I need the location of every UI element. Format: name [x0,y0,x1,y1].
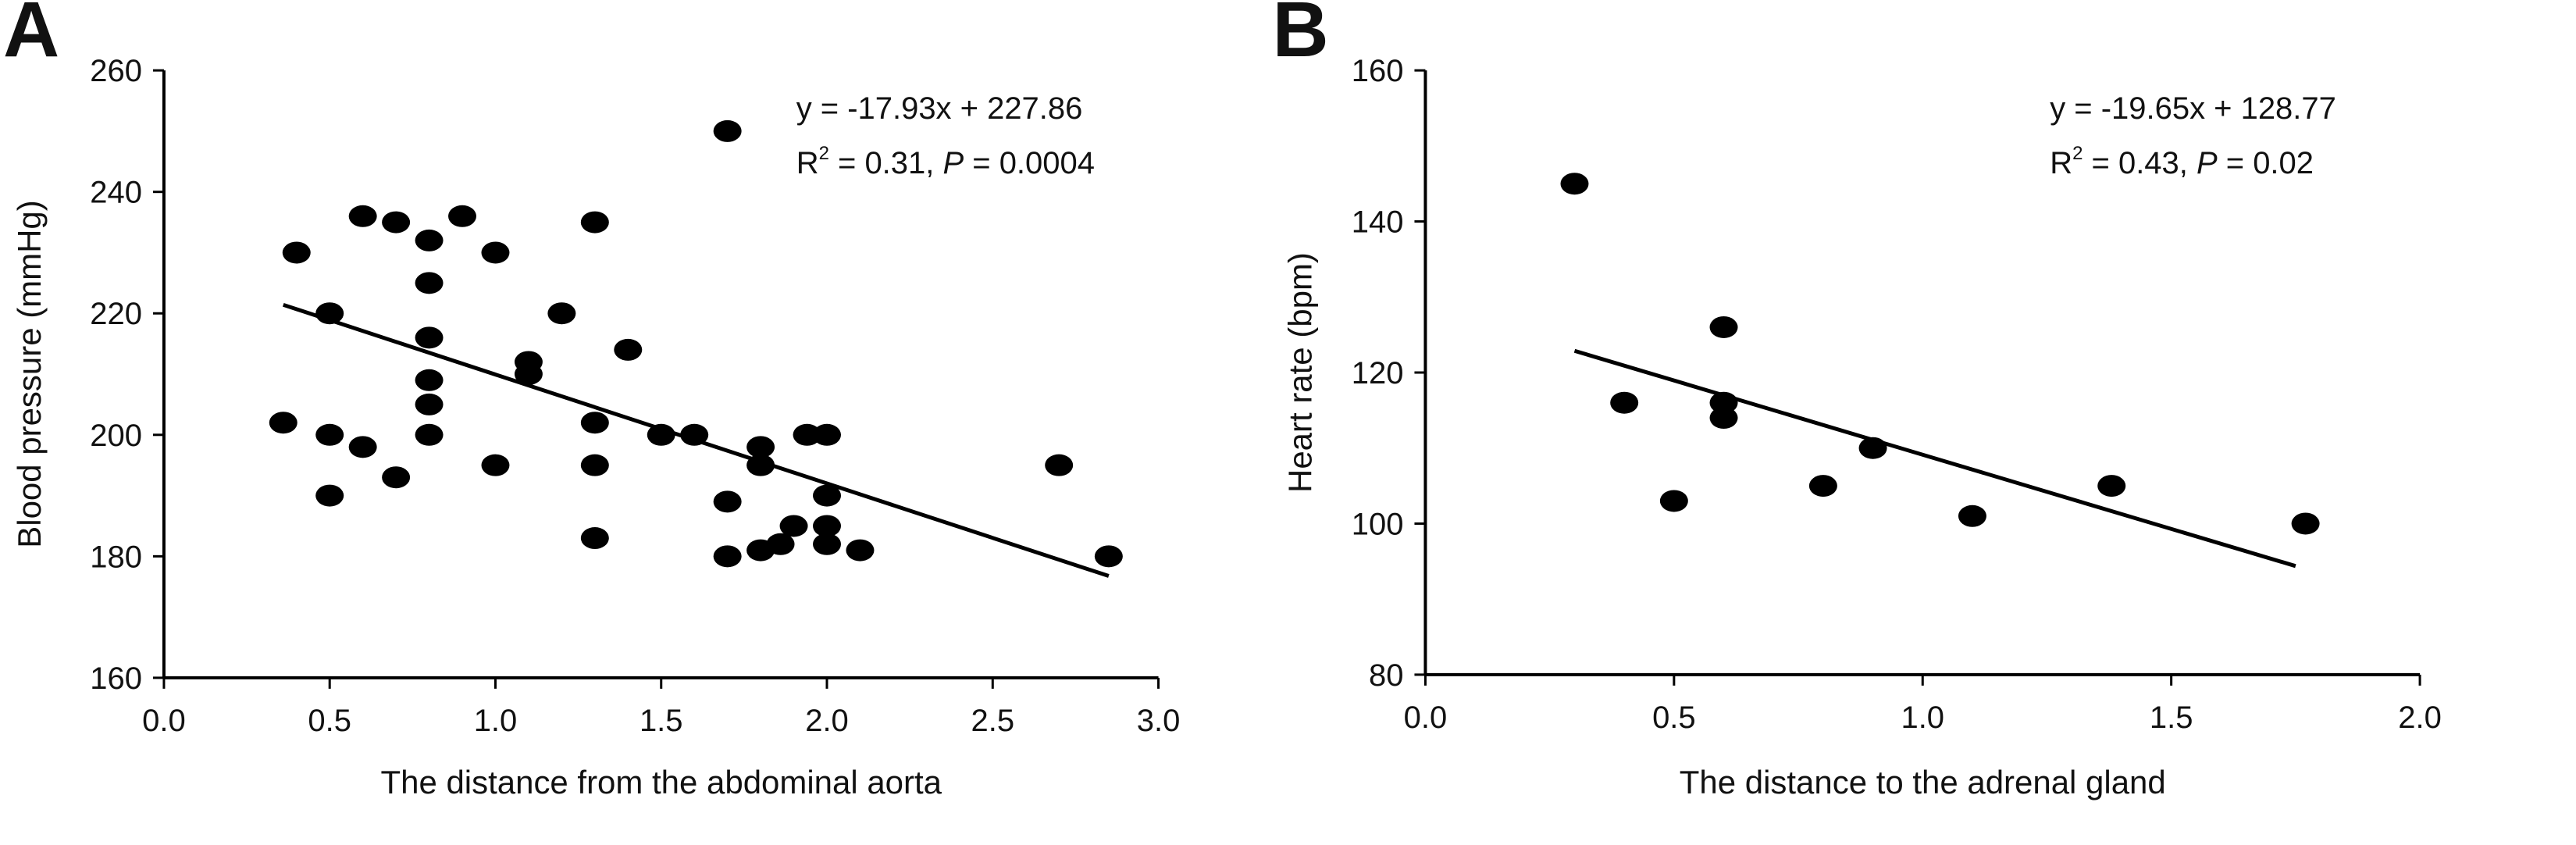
r2-superscript-b: 2 [2072,143,2083,164]
data-point-a [348,436,377,458]
y-tick-label-b: 140 [1352,205,1404,240]
data-point-a [315,423,344,446]
panel-a: A 0.0 0.5 1.0 1.5 2.0 2.5 3.0 160 180 200 220 240 260… [3,0,1180,800]
regression-line-b [1573,348,2296,569]
y-tick-label-b: 120 [1352,356,1404,390]
data-point-a [580,412,609,434]
y-tick-label-b: 80 [1369,658,1403,693]
data-point-a [415,369,444,391]
y-axis-title-b: Heart rate (bpm) [1281,252,1318,493]
data-point-a [1045,454,1074,476]
data-point-a [846,539,875,562]
x-tick-label-a: 3.0 [1137,704,1181,738]
data-point-a [269,412,298,434]
data-point-a [813,515,842,537]
y-tick-label-a: 220 [90,297,142,331]
x-tick-label-a: 2.0 [805,704,849,738]
data-point-a [713,119,742,142]
data-point-a [1094,545,1123,568]
data-point-a [415,423,444,446]
data-point-b [1560,173,1589,195]
data-point-a [481,454,510,476]
x-axis-title-b: The distance to the adrenal gland [1680,764,2166,800]
data-point-a [415,272,444,294]
x-tick-label-a: 1.0 [474,704,518,738]
x-tick-label-a: 0.0 [142,704,186,738]
data-point-a [282,241,311,264]
y-tick-label-a: 240 [90,176,142,210]
panel-b: B 0.0 0.5 1.0 1.5 2.0 80 100 120 140 160 The distan… [1273,0,2442,800]
r2-superscript-a: 2 [819,143,829,164]
regression-equation-a: y = -17.93x + 227.86 [796,91,1083,126]
r2-value-b: = 0.43, [2083,146,2197,180]
data-point-a [766,533,795,555]
x-tick-label-b: 1.5 [2150,701,2193,735]
x-tick-label-b: 0.0 [1404,701,1448,735]
r2-value-a: = 0.31, [829,146,943,180]
data-point-a [448,205,477,227]
data-point-a [813,533,842,555]
x-tick-label-a: 2.5 [971,704,1015,738]
p-value-b: = 0.02 [2218,146,2314,180]
data-point-a [580,211,609,234]
r2-symbol-a: R [796,146,819,180]
data-point-a [614,338,643,361]
data-point-a [713,490,742,513]
data-point-a [793,423,821,446]
data-point-a [415,229,444,251]
x-tick-label-b: 1.0 [1901,701,1944,735]
x-tick-label-a: 0.5 [308,704,351,738]
regression-equation-b: y = -19.65x + 128.77 [2050,91,2336,126]
data-point-b [1709,407,1738,430]
data-point-a [481,241,510,264]
data-point-b [2097,475,2126,497]
x-tick-label-a: 1.5 [640,704,683,738]
data-point-a [746,436,775,458]
x-tick-label-b: 2.0 [2398,701,2442,735]
data-point-a [779,515,808,537]
y-axis-title-a: Blood pressure (mmHg) [11,200,48,547]
y-tick-label-a: 180 [90,540,142,574]
y-tick-label-a: 260 [90,54,142,88]
p-value-a: = 0.0004 [964,146,1095,180]
data-point-a [315,484,344,507]
p-symbol-b: P [2197,146,2218,180]
data-point-b [1610,391,1639,414]
panel-label-a: A [3,0,59,73]
data-point-a [348,205,377,227]
data-point-a [547,302,576,325]
regression-stats-a: R2 = 0.31, P = 0.0004 [796,143,1095,180]
r2-symbol-b: R [2050,146,2072,180]
y-tick-label-a: 200 [90,419,142,453]
y-tick-label-b: 160 [1352,54,1404,88]
y-tick-label-b: 100 [1352,507,1404,541]
data-point-a [382,211,411,234]
regression-line-a [282,302,1110,578]
data-point-a [580,527,609,550]
data-point-b [1659,490,1688,512]
data-point-a [813,484,842,507]
data-point-a [415,326,444,349]
data-point-a [382,466,411,489]
p-symbol-a: P [942,146,964,180]
data-point-b [1958,505,1986,527]
regression-stats-b: R2 = 0.43, P = 0.02 [2050,143,2314,180]
y-tick-label-a: 160 [90,661,142,696]
data-point-b [1709,316,1738,338]
x-tick-label-b: 0.5 [1652,701,1696,735]
data-point-b [2291,512,2320,535]
data-point-a [713,545,742,568]
data-point-a [415,393,444,415]
x-axis-title-a: The distance from the abdominal aorta [380,764,942,800]
data-point-a [580,454,609,476]
data-point-a [514,363,543,386]
data-point-b [1808,475,1837,497]
panel-label-b: B [1273,0,1329,73]
data-point-a [813,423,842,446]
